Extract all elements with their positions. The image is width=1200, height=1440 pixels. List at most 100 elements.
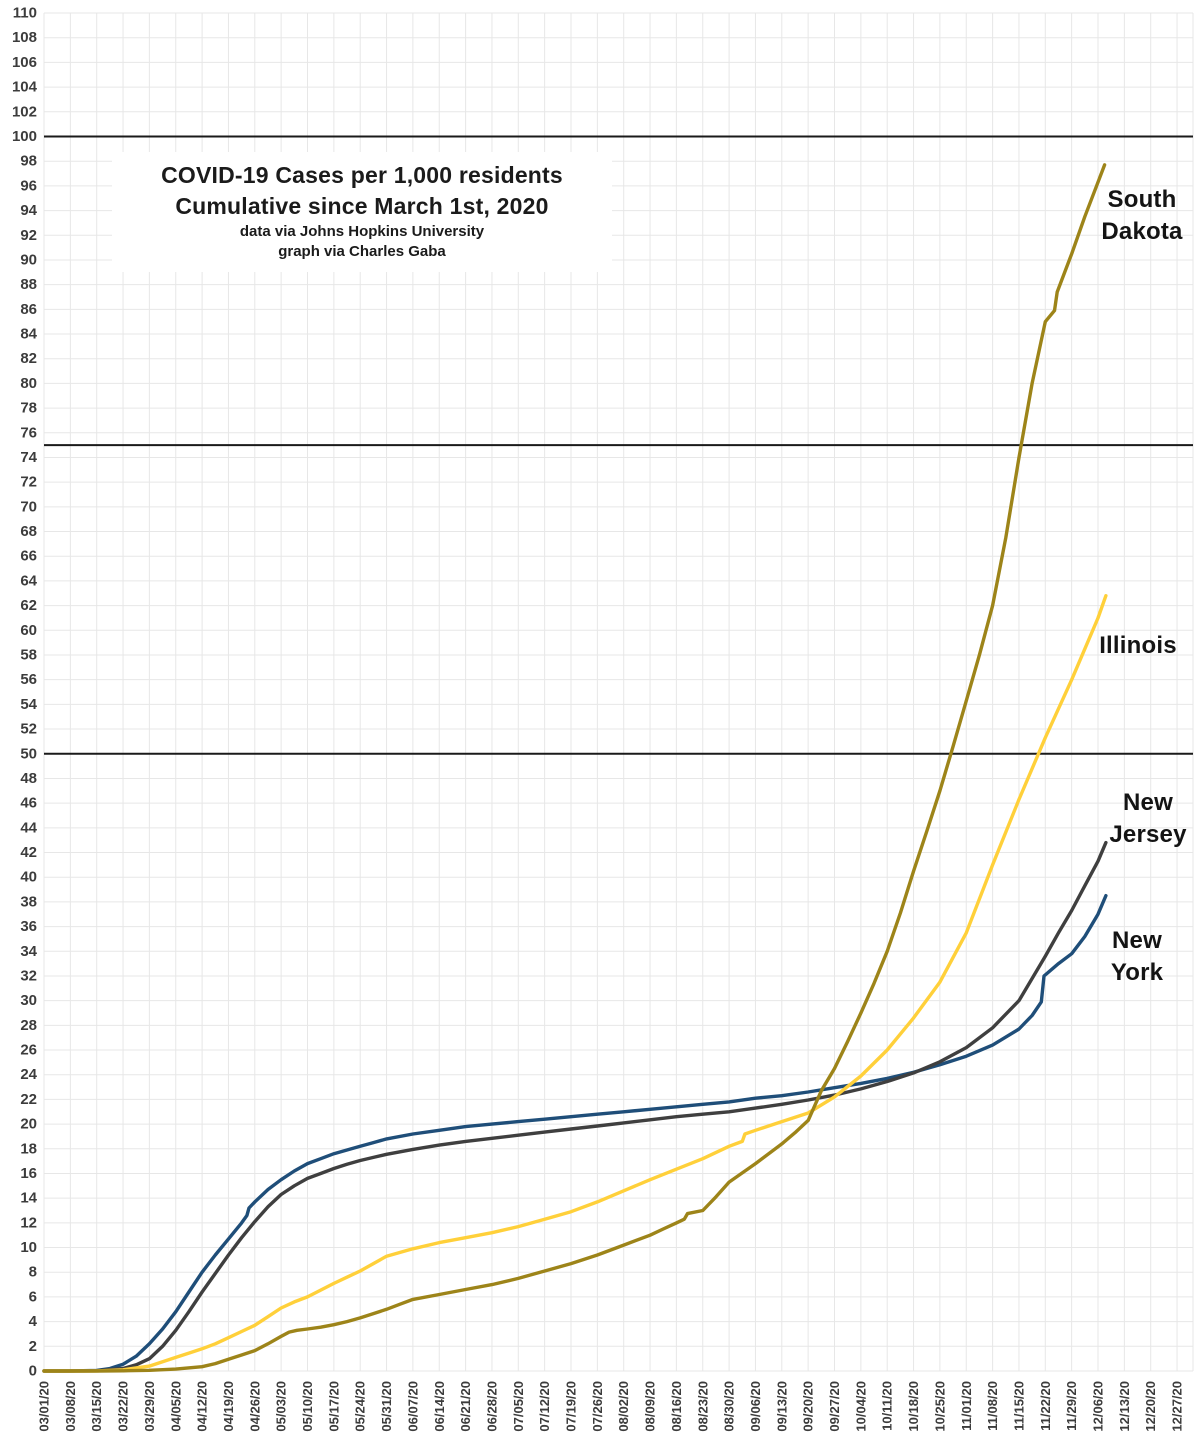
svg-text:98: 98 [20, 153, 37, 170]
series-label-illinois: Illinois [1099, 632, 1177, 659]
svg-text:11/01/20: 11/01/20 [959, 1381, 974, 1431]
chart-title-line1: COVID-19 Cases per 1,000 residents [161, 162, 563, 188]
svg-text:04/05/20: 04/05/20 [168, 1381, 183, 1432]
svg-text:40: 40 [20, 869, 37, 886]
svg-text:09/06/20: 09/06/20 [748, 1381, 763, 1432]
svg-text:04/12/20: 04/12/20 [195, 1381, 210, 1432]
svg-text:11/08/20: 11/08/20 [985, 1381, 1000, 1431]
series-line-new-jersey [42, 840, 1108, 1373]
svg-text:07/26/20: 07/26/20 [590, 1381, 605, 1432]
svg-text:03/22/20: 03/22/20 [116, 1381, 131, 1432]
svg-text:08/16/20: 08/16/20 [669, 1381, 684, 1432]
svg-text:30: 30 [20, 992, 37, 1009]
svg-text:04/26/20: 04/26/20 [247, 1381, 262, 1432]
svg-text:07/05/20: 07/05/20 [511, 1381, 526, 1432]
svg-text:58: 58 [20, 646, 37, 663]
svg-text:54: 54 [20, 696, 37, 713]
svg-text:78: 78 [20, 400, 37, 417]
svg-text:24: 24 [20, 1066, 37, 1083]
svg-text:08/23/20: 08/23/20 [695, 1381, 710, 1432]
series-label-south-dakota: South Dakota [1101, 186, 1183, 245]
svg-text:06/28/20: 06/28/20 [484, 1381, 499, 1432]
svg-text:08/09/20: 08/09/20 [643, 1381, 658, 1432]
svg-text:64: 64 [20, 572, 37, 589]
series-line-illinois [42, 594, 1108, 1373]
svg-text:96: 96 [20, 177, 37, 194]
svg-text:32: 32 [20, 967, 37, 984]
series-line-south-dakota [42, 163, 1107, 1373]
svg-text:48: 48 [20, 770, 37, 787]
svg-text:42: 42 [20, 844, 37, 861]
svg-text:10/04/20: 10/04/20 [853, 1381, 868, 1432]
svg-text:12/20/20: 12/20/20 [1143, 1381, 1158, 1432]
svg-text:08/02/20: 08/02/20 [616, 1381, 631, 1432]
svg-text:66: 66 [20, 548, 37, 565]
chart-credit-graph: graph via Charles Gaba [278, 243, 446, 260]
chart-title-line2: Cumulative since March 1st, 2020 [175, 193, 549, 219]
svg-text:104: 104 [12, 79, 38, 96]
svg-text:10/25/20: 10/25/20 [932, 1381, 947, 1432]
svg-text:06/14/20: 06/14/20 [432, 1381, 447, 1432]
svg-text:94: 94 [20, 202, 37, 219]
series-line-new-york [42, 894, 1108, 1373]
svg-text:05/24/20: 05/24/20 [353, 1381, 368, 1432]
svg-text:22: 22 [20, 1091, 37, 1108]
svg-text:12/27/20: 12/27/20 [1170, 1381, 1185, 1432]
svg-text:70: 70 [20, 498, 37, 515]
svg-text:36: 36 [20, 918, 37, 935]
svg-text:11/22/20: 11/22/20 [1038, 1381, 1053, 1431]
svg-text:09/27/20: 09/27/20 [827, 1381, 842, 1432]
svg-text:44: 44 [20, 819, 37, 836]
svg-text:03/15/20: 03/15/20 [89, 1381, 104, 1432]
svg-text:106: 106 [12, 54, 37, 71]
svg-text:07/19/20: 07/19/20 [564, 1381, 579, 1432]
svg-text:05/31/20: 05/31/20 [379, 1381, 394, 1432]
svg-text:18: 18 [20, 1140, 37, 1157]
svg-text:05/17/20: 05/17/20 [326, 1381, 341, 1432]
svg-text:26: 26 [20, 1042, 37, 1059]
svg-text:82: 82 [20, 350, 37, 367]
svg-text:16: 16 [20, 1165, 37, 1182]
svg-text:46: 46 [20, 795, 37, 812]
svg-text:08/30/20: 08/30/20 [722, 1381, 737, 1432]
svg-text:10/11/20: 10/11/20 [880, 1381, 895, 1431]
chart-title-block: COVID-19 Cases per 1,000 residents Cumul… [112, 152, 612, 272]
svg-text:88: 88 [20, 276, 37, 293]
svg-text:86: 86 [20, 301, 37, 318]
svg-text:80: 80 [20, 375, 37, 392]
svg-text:72: 72 [20, 474, 37, 491]
svg-text:38: 38 [20, 893, 37, 910]
svg-text:04/19/20: 04/19/20 [221, 1381, 236, 1432]
svg-text:12/06/20: 12/06/20 [1091, 1381, 1106, 1432]
chart-credit-data: data via Johns Hopkins University [239, 223, 485, 240]
svg-text:100: 100 [12, 128, 37, 145]
svg-text:06/07/20: 06/07/20 [405, 1381, 420, 1432]
svg-text:2: 2 [29, 1338, 37, 1355]
svg-text:108: 108 [12, 29, 37, 46]
svg-text:09/20/20: 09/20/20 [801, 1381, 816, 1432]
svg-text:8: 8 [29, 1264, 37, 1281]
svg-text:74: 74 [20, 449, 37, 466]
svg-text:76: 76 [20, 424, 37, 441]
svg-text:12/13/20: 12/13/20 [1117, 1381, 1132, 1432]
svg-text:14: 14 [20, 1190, 37, 1207]
svg-text:92: 92 [20, 227, 37, 244]
svg-text:0: 0 [29, 1363, 37, 1380]
svg-text:52: 52 [20, 721, 37, 738]
svg-text:03/29/20: 03/29/20 [142, 1381, 157, 1432]
x-axis-labels: 03/01/20 03/08/20 03/15/20 03/22/20 03/29/20… [37, 1381, 1185, 1432]
svg-text:20: 20 [20, 1116, 37, 1133]
svg-text:110: 110 [13, 5, 37, 22]
svg-text:12: 12 [20, 1214, 37, 1231]
svg-text:102: 102 [12, 103, 37, 120]
svg-text:09/13/20: 09/13/20 [774, 1381, 789, 1432]
svg-text:11/29/20: 11/29/20 [1064, 1381, 1079, 1431]
svg-text:28: 28 [20, 1017, 37, 1034]
svg-text:06/21/20: 06/21/20 [458, 1381, 473, 1432]
svg-text:50: 50 [20, 745, 37, 762]
svg-text:10/18/20: 10/18/20 [906, 1381, 921, 1432]
svg-text:05/10/20: 05/10/20 [300, 1381, 315, 1432]
y-axis-labels: 0246810121416182022242628303234363840424… [12, 5, 38, 1380]
svg-text:07/12/20: 07/12/20 [537, 1381, 552, 1432]
